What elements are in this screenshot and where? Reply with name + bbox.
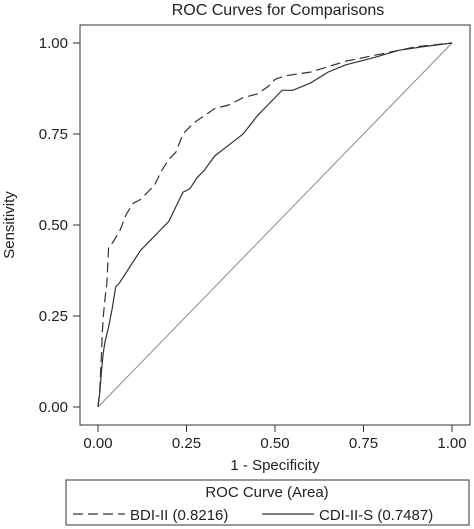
y-tick-label: 1.00 xyxy=(39,35,68,52)
legend-entry-1: BDI-II (0.8216) xyxy=(130,507,228,524)
legend-items: BDI-II (0.8216) CDI-II-S (0.7487) xyxy=(73,507,433,524)
y-tick-label: 0.25 xyxy=(39,308,68,325)
chart-title: ROC Curves for Comparisons xyxy=(172,2,385,19)
y-tick-label: 0.75 xyxy=(39,126,68,143)
y-tick-label: 0.00 xyxy=(39,399,68,416)
series-line-2 xyxy=(97,42,453,408)
y-axis-label: Sensitivity xyxy=(1,191,18,259)
x-tick-label: 0.00 xyxy=(83,435,112,452)
y-tick-label: 0.50 xyxy=(39,217,68,234)
legend-entry-2: CDI-II-S (0.7487) xyxy=(319,507,433,524)
legend: ROC Curve (Area) BDI-II (0.8216) CDI-II-S… xyxy=(65,479,470,526)
legend-box xyxy=(65,479,470,526)
y-axis: 0.00 0.25 0.50 0.75 1.00 xyxy=(39,35,80,416)
legend-title: ROC Curve (Area) xyxy=(205,484,328,501)
x-tick-label: 1.00 xyxy=(437,435,466,452)
x-tick-label: 0.50 xyxy=(260,435,289,452)
series-layer xyxy=(97,42,453,408)
reference-diagonal xyxy=(97,42,453,408)
x-tick-label: 0.75 xyxy=(349,435,378,452)
x-axis-label: 1 - Specificity xyxy=(230,457,320,474)
series-line-1 xyxy=(97,42,453,408)
x-tick-label: 0.25 xyxy=(172,435,201,452)
reference-line-layer xyxy=(97,42,453,408)
x-axis: 0.00 0.25 0.50 0.75 1.00 xyxy=(83,425,467,452)
